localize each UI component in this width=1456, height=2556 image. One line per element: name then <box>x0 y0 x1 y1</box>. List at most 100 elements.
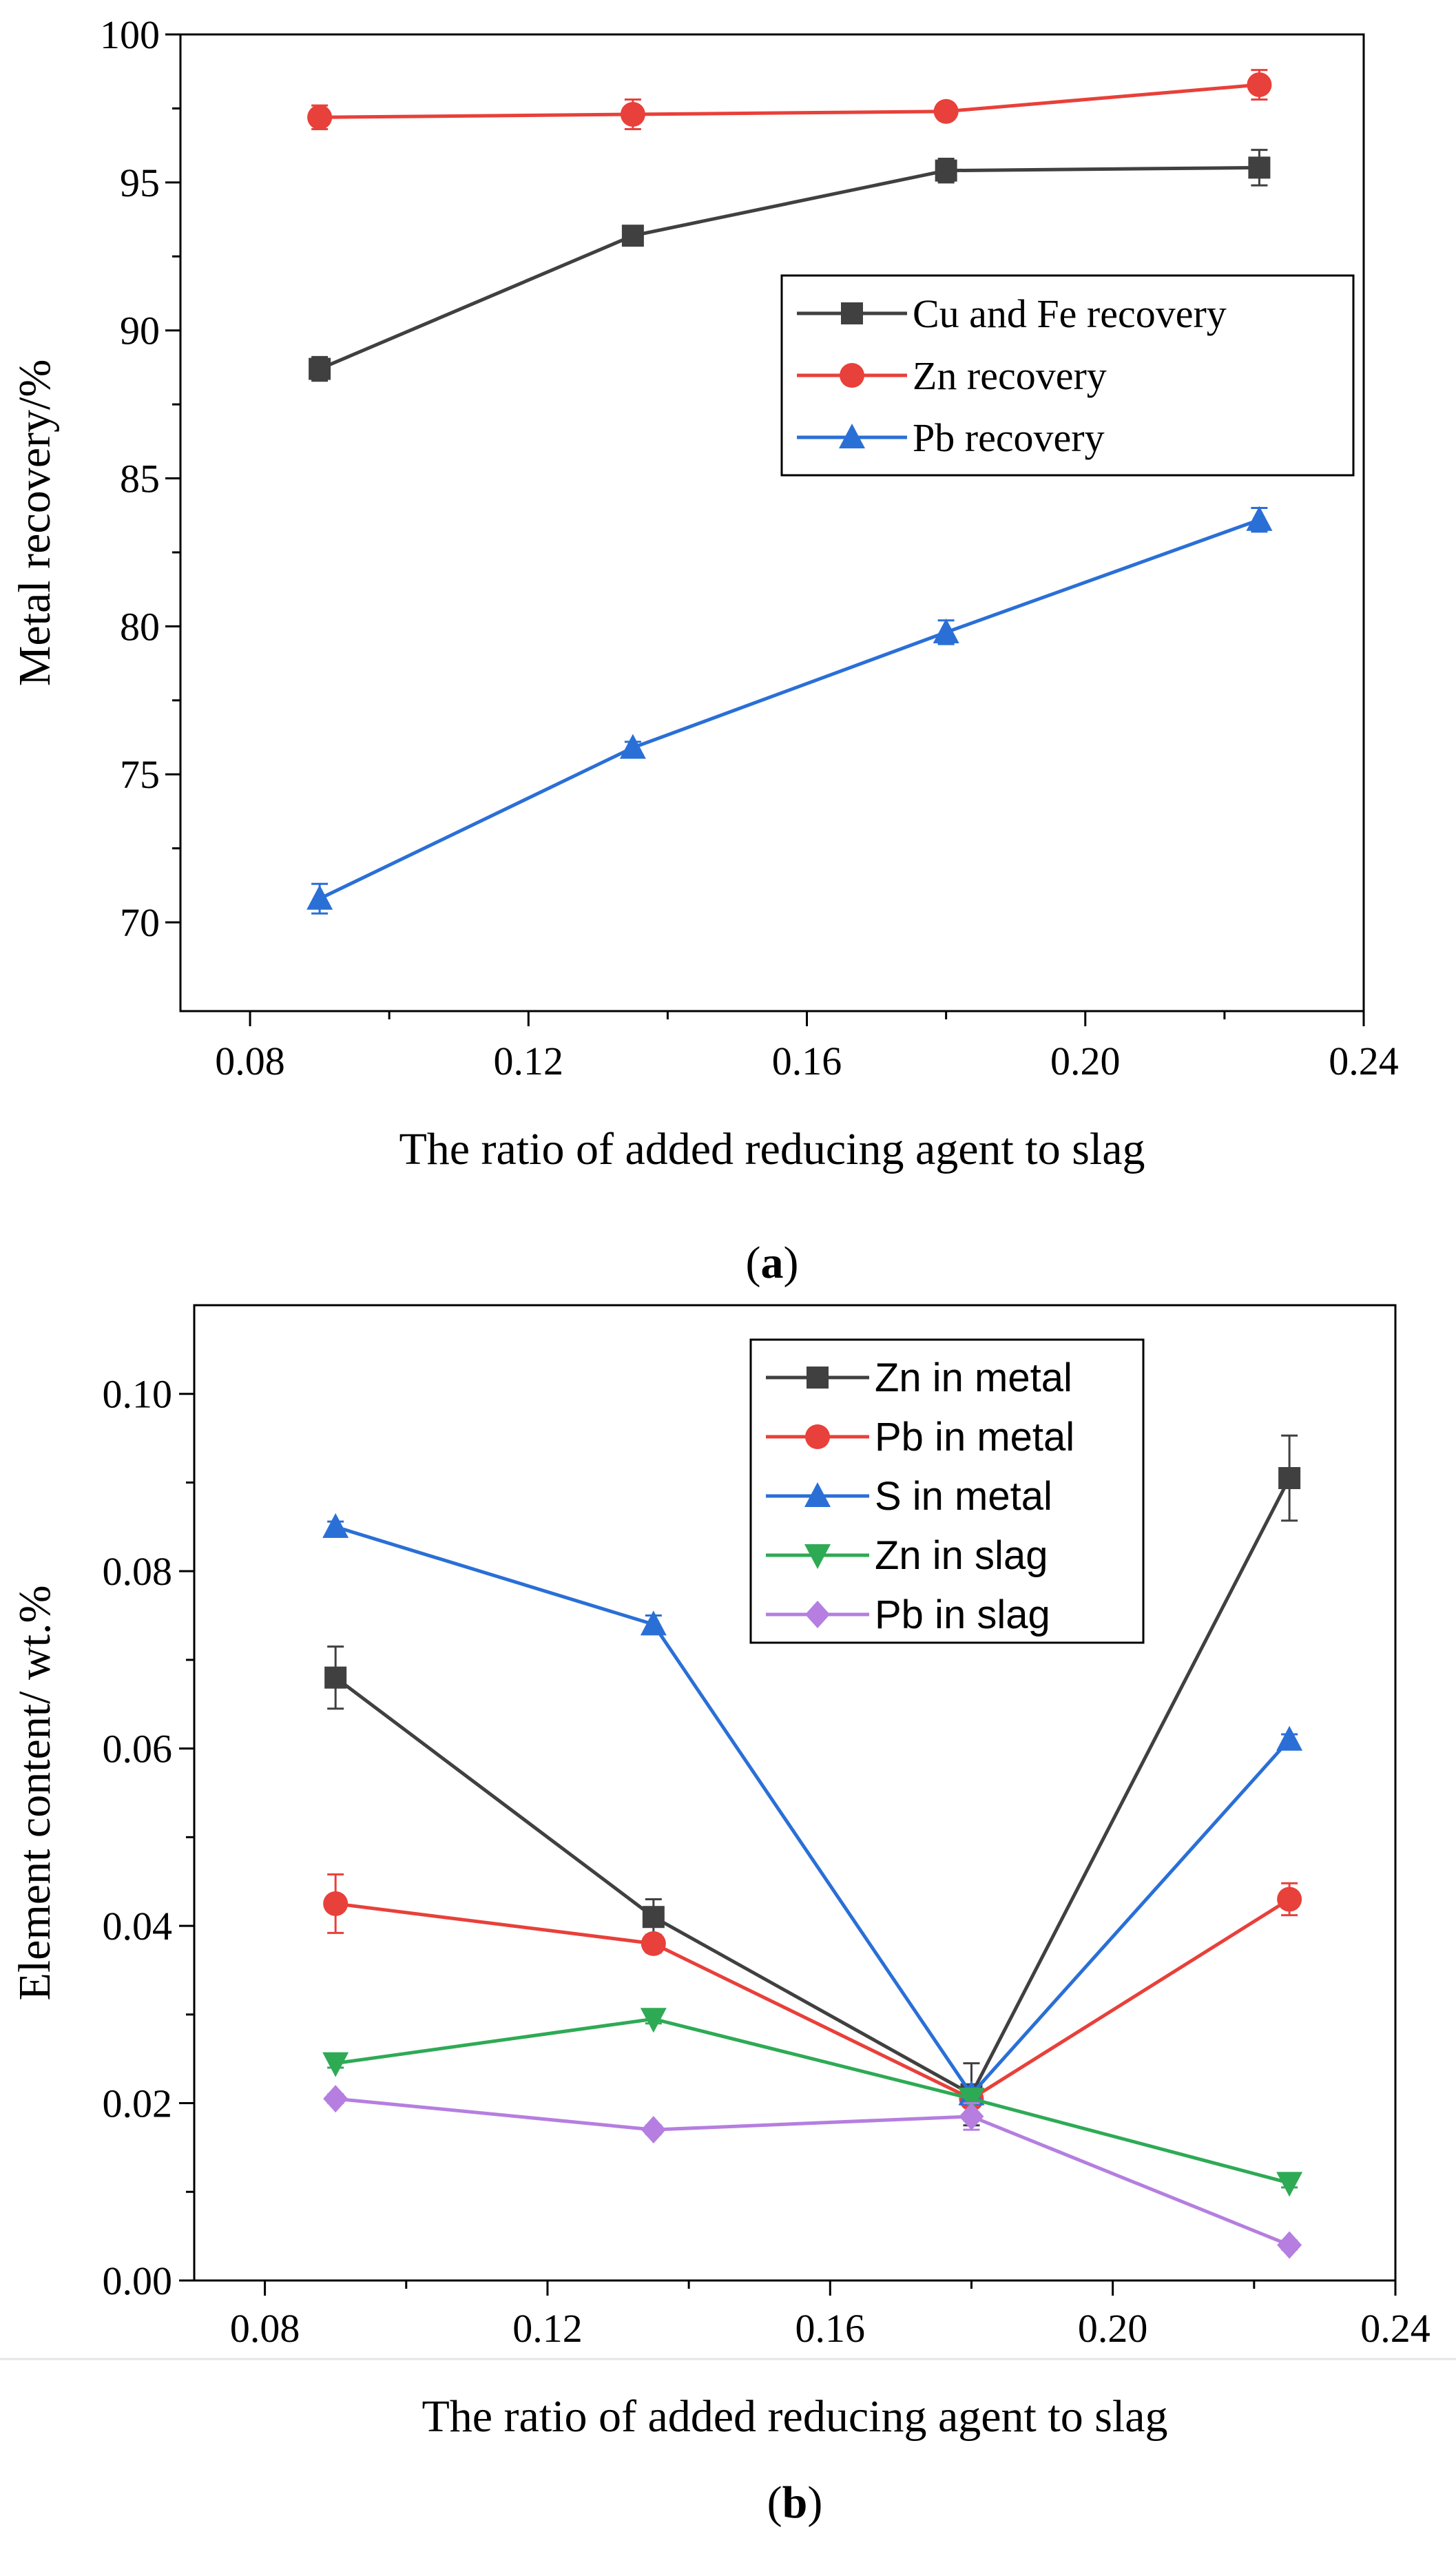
series-line <box>335 2097 1291 2247</box>
series-cu-and-fe-recovery <box>309 149 1271 382</box>
legend-entry: Pb in metal <box>766 1415 1074 1459</box>
y-tick-label: 0.10 <box>103 1372 173 1417</box>
panel-label: (a) <box>746 1238 799 1288</box>
legend-marker <box>807 1367 829 1389</box>
series-line <box>320 83 1260 119</box>
x-tick-label: 0.08 <box>215 1039 285 1083</box>
legend-entry: Pb recovery <box>797 415 1105 460</box>
y-tick-label: 90 <box>120 309 160 353</box>
y-tick-label: 95 <box>120 160 160 205</box>
y-axis-title: Metal recovery/% <box>10 360 60 687</box>
legend-entry: S in metal <box>766 1474 1052 1519</box>
legend: Zn in metal Pb in metal S in metal Zn in sl… <box>749 1338 1145 1644</box>
x-tick-label: 0.12 <box>512 2306 583 2351</box>
series-line <box>334 1477 1291 2097</box>
legend-marker <box>840 363 864 388</box>
x-tick-label: 0.16 <box>772 1039 842 1083</box>
data-point <box>323 1891 349 1916</box>
data-point <box>323 2085 349 2113</box>
legend-label: Pb in slag <box>875 1592 1050 1637</box>
data-point <box>642 1906 665 1929</box>
series-line <box>335 2017 1290 2185</box>
legend-entry: Zn in metal <box>766 1355 1072 1400</box>
x-tick-label: 0.20 <box>1050 1039 1121 1083</box>
legend-label: S in metal <box>875 1474 1052 1519</box>
data-point <box>933 618 959 643</box>
legend-marker <box>805 1601 830 1628</box>
x-axis-title: The ratio of added reducing agent to sla… <box>422 2391 1167 2442</box>
series-zn-recovery <box>307 69 1272 131</box>
legend-label: Pb in metal <box>875 1415 1074 1459</box>
x-tick-label: 0.24 <box>1360 2306 1431 2351</box>
legend-marker <box>804 1482 831 1507</box>
y-tick-label: 0.02 <box>103 2081 173 2126</box>
legend: Cu and Fe recovery Zn recovery Pb recovery <box>780 274 1355 477</box>
series-zn-in-slag <box>322 2008 1303 2197</box>
chart-panel-a: 0.08 0.12 0.16 0.20 0.24 70 75 80 85 90 95 100 The r… <box>10 12 1399 1288</box>
y-tick-label: 0.04 <box>103 1904 173 1949</box>
x-tick-label: 0.12 <box>494 1039 564 1083</box>
y-tick-label: 0.08 <box>103 1549 173 1594</box>
series-pb-in-slag <box>323 2085 1302 2259</box>
legend-entry: Zn recovery <box>797 353 1107 398</box>
panel-label: (b) <box>767 2477 823 2528</box>
data-point <box>1277 1887 1302 1912</box>
x-tick-label: 0.16 <box>795 2306 866 2351</box>
data-point <box>1246 506 1273 531</box>
data-point <box>641 1931 666 1956</box>
y-tick-label: 75 <box>120 752 160 797</box>
legend-entry: Zn in slag <box>766 1533 1048 1578</box>
legend-marker <box>839 424 865 448</box>
data-point <box>307 105 333 130</box>
data-point <box>958 2088 985 2113</box>
data-point <box>640 2008 667 2033</box>
data-point <box>959 2102 984 2130</box>
data-point <box>324 1666 347 1689</box>
y-tick-label: 0.06 <box>103 1727 173 1771</box>
data-point <box>1277 2231 1302 2259</box>
legend-label: Zn in slag <box>875 1533 1048 1578</box>
y-axis-title: Element content/ wt.% <box>10 1586 60 2001</box>
data-point <box>306 884 333 910</box>
data-point <box>322 2052 349 2077</box>
y-tick-label: 0.00 <box>103 2258 173 2303</box>
x-tick-label: 0.08 <box>230 2306 300 2351</box>
series-line <box>319 518 1260 900</box>
legend-label: Zn recovery <box>913 353 1107 398</box>
series-pb-in-metal <box>323 1873 1302 2112</box>
plot-frame <box>179 33 1365 1012</box>
series-line <box>335 1525 1291 2097</box>
plot-frame <box>193 1304 1397 2282</box>
data-point <box>1247 72 1272 98</box>
legend-entry: Cu and Fe recovery <box>797 291 1227 336</box>
y-tick-label: 70 <box>120 900 160 945</box>
data-point <box>1248 156 1271 179</box>
legend-marker <box>841 302 863 324</box>
data-point <box>309 357 331 380</box>
data-point <box>640 1610 667 1636</box>
data-point <box>641 2116 666 2144</box>
y-tick-label: 100 <box>100 12 160 57</box>
y-tick-label: 85 <box>120 457 160 501</box>
x-tick-label: 0.20 <box>1078 2306 1148 2351</box>
legend-label: Cu and Fe recovery <box>913 291 1227 336</box>
series-line <box>335 1898 1291 2101</box>
data-point <box>621 225 644 247</box>
data-point <box>935 159 957 182</box>
series-line <box>319 165 1260 371</box>
data-point <box>1278 1467 1301 1490</box>
x-axis-title: The ratio of added reducing agent to sla… <box>399 1124 1145 1174</box>
legend-marker <box>805 1424 830 1449</box>
legend-marker <box>804 1544 831 1569</box>
legend-entry: Pb in slag <box>766 1592 1050 1637</box>
legend-label: Zn in metal <box>875 1355 1072 1400</box>
data-point <box>620 102 645 127</box>
data-point <box>619 734 646 759</box>
legend-label: Pb recovery <box>913 415 1105 460</box>
x-tick-label: 0.24 <box>1329 1039 1399 1083</box>
chart-panel-b: 0.08 0.12 0.16 0.20 0.24 0.00 0.02 0.04 0.06 0.08… <box>10 1304 1431 2528</box>
series-pb-recovery <box>306 506 1273 915</box>
data-point <box>322 1513 349 1538</box>
data-point <box>1276 1725 1303 1751</box>
